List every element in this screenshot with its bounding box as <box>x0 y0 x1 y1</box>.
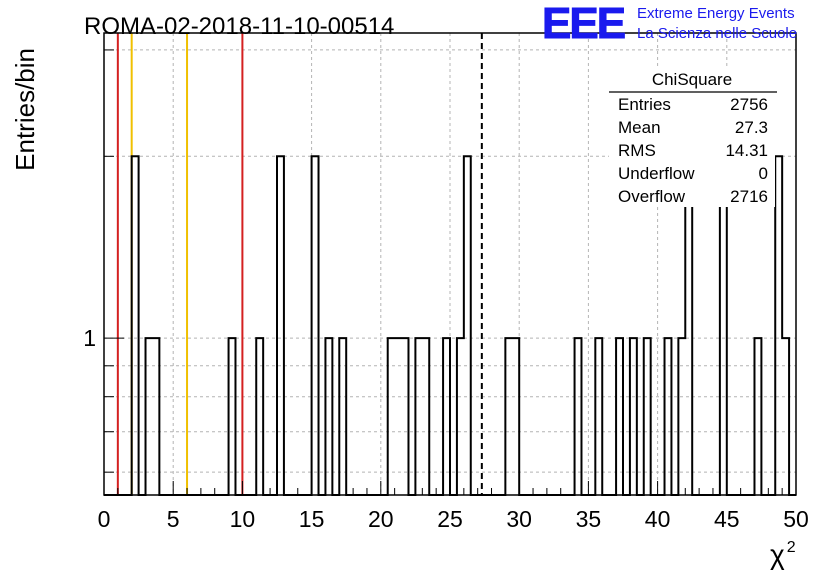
histogram-bin <box>665 338 672 495</box>
histogram-bin <box>415 338 422 495</box>
x-axis-label-symbol: χ <box>770 539 785 570</box>
histogram-bin <box>388 338 395 495</box>
histogram-bin <box>595 338 602 495</box>
histogram-bin <box>422 338 429 495</box>
histogram-bin <box>685 156 692 495</box>
stats-value-mean: 27.3 <box>735 118 768 137</box>
stats-title: ChiSquare <box>652 70 732 89</box>
vertical-lines-layer <box>116 33 483 495</box>
x-tick-label: 20 <box>368 506 394 532</box>
x-tick-label: 0 <box>98 506 111 532</box>
histogram-bin <box>132 156 139 495</box>
histogram-bin <box>339 338 346 495</box>
x-tick-label: 45 <box>714 506 740 532</box>
histogram-bin <box>402 338 409 495</box>
x-tick-label: 25 <box>437 506 463 532</box>
stats-value-overflow: 2716 <box>730 187 768 206</box>
histogram-bin <box>644 338 651 495</box>
histogram-bin <box>146 338 153 495</box>
x-tick-label: 5 <box>167 506 180 532</box>
stats-label-entries: Entries <box>618 95 671 114</box>
stats-label-overflow: Overflow <box>618 187 686 206</box>
histogram-bin <box>457 338 464 495</box>
histogram-bin <box>720 156 727 495</box>
histogram-outline <box>104 155 796 496</box>
histogram-bin <box>395 338 402 495</box>
x-tick-label: 30 <box>506 506 532 532</box>
histogram-bin <box>505 338 512 495</box>
x-axis-label-superscript: 2 <box>787 539 796 556</box>
histogram-bin <box>229 338 236 495</box>
x-tick-label: 40 <box>645 506 671 532</box>
histogram-bin <box>325 338 332 495</box>
x-tick-label: 35 <box>576 506 602 532</box>
x-tick-label: 50 <box>783 506 809 532</box>
histogram-bin <box>630 338 637 495</box>
stats-value-rms: 14.31 <box>725 141 768 160</box>
histogram-bin <box>443 338 450 495</box>
stats-label-mean: Mean <box>618 118 661 137</box>
stats-label-underflow: Underflow <box>618 164 695 183</box>
histogram-bin <box>512 338 519 495</box>
histogram-bin <box>678 338 685 495</box>
histogram-bin <box>277 156 284 495</box>
stats-value-entries: 2756 <box>730 95 768 114</box>
logo-line-1: Extreme Energy Events <box>637 5 795 22</box>
logo-line-2: La Scienza nelle Scuole <box>637 25 797 42</box>
y-tick-label: 1 <box>83 325 96 351</box>
stats-label-rms: RMS <box>618 141 656 160</box>
x-tick-label: 15 <box>299 506 325 532</box>
y-axis-label: Entries/bin <box>10 48 40 171</box>
histogram-bin <box>312 156 319 495</box>
stats-box: ChiSquare Entries 2756 Mean 27.3 RMS 14.… <box>609 68 777 207</box>
histogram-bin <box>464 156 471 495</box>
run-title: ROMA-02-2018-11-10-00514 <box>84 13 394 40</box>
histogram-bin <box>616 338 623 495</box>
stats-box-background <box>609 68 775 207</box>
histogram-bin <box>754 338 761 495</box>
histogram-bin <box>575 338 582 495</box>
bins-layer <box>132 156 789 495</box>
histogram-bin <box>152 338 159 495</box>
stats-value-underflow: 0 <box>759 164 768 183</box>
histogram-bin <box>775 156 782 495</box>
axes-layer: 0 5 10 15 20 25 30 35 40 45 50 1 <box>83 32 809 532</box>
histogram-bin <box>256 338 263 495</box>
x-tick-label: 10 <box>230 506 256 532</box>
histogram-bin <box>782 338 789 495</box>
eee-logo: EEE <box>542 0 625 48</box>
